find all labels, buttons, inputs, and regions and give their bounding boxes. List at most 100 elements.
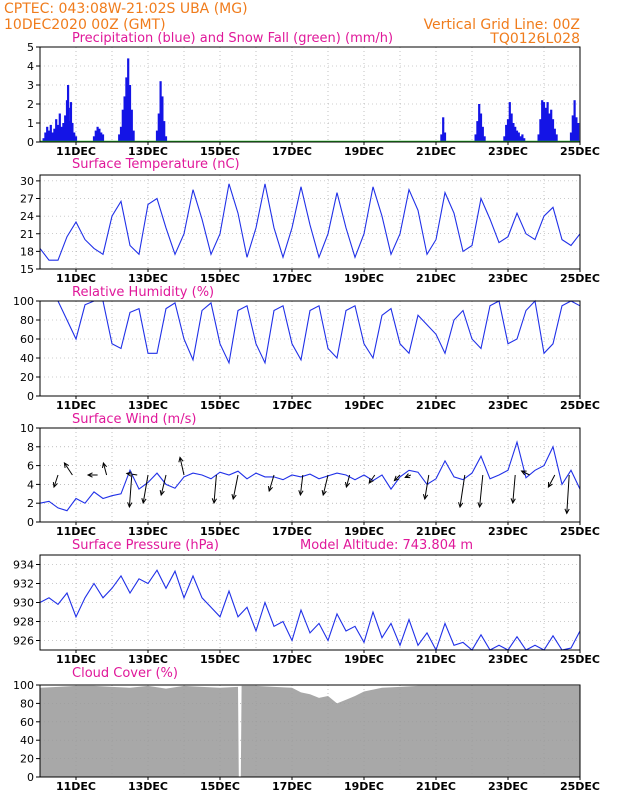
cloud-ytick-label: 60 bbox=[20, 716, 34, 729]
pres-xtick-label: 21DEC bbox=[416, 653, 456, 666]
cloud-xtick-label: 21DEC bbox=[416, 780, 456, 793]
precip-ytick-label: 4 bbox=[27, 60, 34, 73]
header-date: 10DEC2020 00Z (GMT) bbox=[4, 17, 166, 33]
temp-ytick-label: 21 bbox=[20, 228, 34, 241]
cloud-xtick-label: 17DEC bbox=[272, 780, 312, 793]
precip-bar bbox=[71, 123, 74, 142]
cloud-frame bbox=[39, 684, 581, 778]
wind-vector bbox=[213, 474, 217, 504]
precip-frame bbox=[39, 46, 581, 143]
precip-bar bbox=[47, 130, 51, 142]
rh-ytick-label: 60 bbox=[20, 333, 34, 346]
wind-vector-head bbox=[510, 498, 516, 505]
wind-vector bbox=[368, 474, 376, 484]
precip-bar bbox=[537, 134, 540, 142]
precip-bar bbox=[577, 123, 580, 142]
rh-ytick-label: 40 bbox=[20, 352, 34, 365]
rh-ytick-label: 20 bbox=[20, 371, 34, 384]
wind-vector-head bbox=[52, 481, 58, 489]
precip-bar bbox=[539, 119, 542, 142]
wind-vector-head bbox=[458, 502, 464, 509]
wind-panel: Surface Wind (m/s) 0 2 4 6 8 10 11DEC 13DEC 15DEC… bbox=[20, 412, 600, 538]
cloud-xtick-label: 13DEC bbox=[128, 780, 168, 793]
precip-xtick-label: 11DEC bbox=[56, 145, 96, 158]
precip-bar bbox=[42, 138, 45, 142]
wind-vector bbox=[128, 474, 133, 508]
pres-xtick-label: 19DEC bbox=[344, 653, 384, 666]
wind-vector-head bbox=[141, 498, 147, 505]
wind-vector-head bbox=[564, 508, 570, 515]
precip-xtick-label: 21DEC bbox=[416, 145, 456, 158]
precip-bar bbox=[515, 130, 519, 142]
precip-bar bbox=[101, 134, 105, 142]
cloud-title: Cloud Cover (%) bbox=[72, 666, 178, 681]
precip-bar bbox=[544, 107, 547, 142]
precip-ytick-label: 1 bbox=[27, 117, 34, 130]
temp-xtick-label: 19DEC bbox=[344, 272, 384, 285]
wind-vector bbox=[53, 474, 59, 488]
precip-bar bbox=[74, 136, 78, 142]
wind-vector bbox=[424, 474, 430, 500]
wind-ytick-label: 2 bbox=[27, 497, 34, 510]
wind-vector bbox=[512, 474, 516, 504]
header-model-id: TQ0126L028 bbox=[489, 31, 580, 47]
wind-vector bbox=[126, 472, 138, 476]
temp-xtick-label: 21DEC bbox=[416, 272, 456, 285]
precip-bar bbox=[553, 128, 556, 142]
rh-xtick-label: 13DEC bbox=[128, 399, 168, 412]
wind-vector-head bbox=[231, 494, 237, 501]
precip-bar bbox=[94, 130, 97, 142]
precip-bar bbox=[62, 123, 65, 142]
header-grid-note: Vertical Grid Line: 00Z bbox=[424, 17, 580, 33]
temp-frame bbox=[39, 174, 581, 270]
precip-bar bbox=[521, 134, 524, 142]
wind-vector-head bbox=[298, 490, 304, 497]
precip-bar bbox=[46, 126, 49, 142]
wind-ytick-label: 4 bbox=[27, 478, 34, 491]
precip-bar bbox=[100, 132, 103, 142]
wind-vector bbox=[102, 462, 108, 476]
pres-ytick-label: 930 bbox=[13, 597, 34, 610]
wind-vector-head bbox=[63, 462, 69, 469]
pres-xtick-label: 17DEC bbox=[272, 653, 312, 666]
wind-vector-head bbox=[178, 456, 184, 463]
wind-vector bbox=[479, 474, 484, 508]
precip-bar bbox=[481, 126, 484, 142]
pres-panel: Surface Pressure (hPa) Model Altitude: 74… bbox=[13, 538, 600, 666]
precip-panel: Precipitation (blue) and Snow Fall (gree… bbox=[27, 31, 600, 158]
rh-ytick-label: 100 bbox=[13, 295, 34, 308]
wind-vector bbox=[160, 474, 167, 496]
wind-vector-head bbox=[547, 481, 553, 489]
wind-xtick-label: 21DEC bbox=[416, 525, 456, 538]
precip-bar bbox=[569, 132, 573, 142]
precip-bar bbox=[440, 134, 443, 142]
wind-vector-head bbox=[101, 461, 108, 469]
panels-group: Precipitation (blue) and Snow Fall (gree… bbox=[13, 31, 600, 793]
wind-xtick-label: 13DEC bbox=[128, 525, 168, 538]
wind-vector bbox=[142, 474, 149, 504]
temp-xtick-label: 15DEC bbox=[200, 272, 240, 285]
pres-ytick-label: 934 bbox=[13, 559, 34, 572]
wind-ytick-label: 6 bbox=[27, 460, 34, 473]
wind-series-line bbox=[39, 440, 581, 512]
cloud-xtick-label: 19DEC bbox=[344, 780, 384, 793]
precip-bar bbox=[519, 136, 522, 142]
precip-bar bbox=[479, 113, 483, 142]
wind-vector bbox=[322, 474, 329, 496]
precip-bar bbox=[503, 136, 506, 142]
cloud-ytick-label: 80 bbox=[20, 697, 34, 710]
precip-bar bbox=[442, 117, 445, 142]
precip-bar bbox=[508, 102, 511, 142]
wind-vector-head bbox=[125, 471, 132, 477]
precip-xtick-label: 19DEC bbox=[344, 145, 384, 158]
precip-bar bbox=[132, 130, 135, 142]
precip-xtick-label: 23DEC bbox=[488, 145, 528, 158]
precip-bar bbox=[542, 102, 546, 142]
wind-vector-head bbox=[404, 473, 411, 479]
precip-xtick-label: 25DEC bbox=[560, 145, 600, 158]
precip-bar bbox=[163, 121, 166, 142]
pres-annotation: Model Altitude: 743.804 m bbox=[300, 538, 473, 553]
rh-frame bbox=[39, 300, 581, 397]
wind-vector bbox=[299, 474, 304, 496]
precip-bar bbox=[157, 113, 160, 142]
